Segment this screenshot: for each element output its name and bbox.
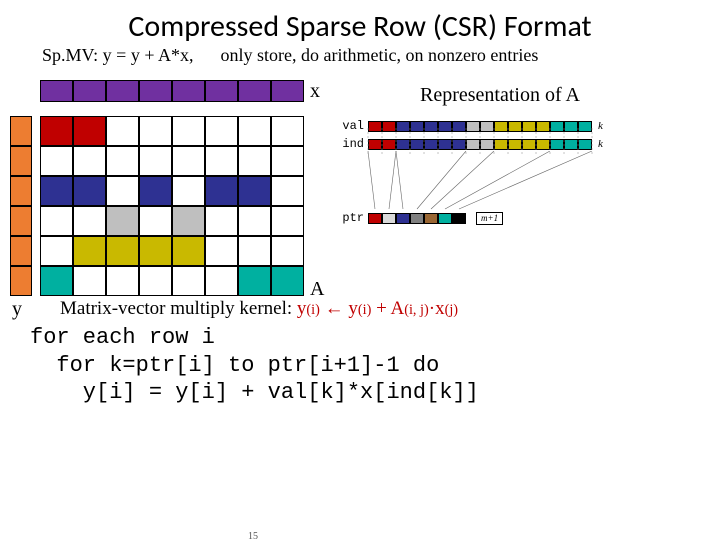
- pseudocode: for each row i for k=ptr[i] to ptr[i+1]-…: [0, 324, 720, 407]
- a-label: A: [310, 278, 324, 301]
- page-number: 15: [248, 531, 258, 542]
- a-matrix: [40, 116, 304, 296]
- csr-representation: Representation of A valkindk ptrm+1: [340, 84, 660, 296]
- spmv-figure: x y A: [10, 80, 304, 296]
- slide-title: Compressed Sparse Row (CSR) Format: [0, 8, 720, 45]
- y-label: y: [12, 298, 22, 321]
- kernel-equation: Matrix-vector multiply kernel: y(i) ← y(…: [0, 298, 720, 320]
- repr-title: Representation of A: [340, 84, 660, 107]
- x-label: x: [310, 80, 320, 103]
- y-vector: [10, 116, 32, 296]
- subtitle: Sp.MV: y = y + A*x, only store, do arith…: [0, 45, 720, 66]
